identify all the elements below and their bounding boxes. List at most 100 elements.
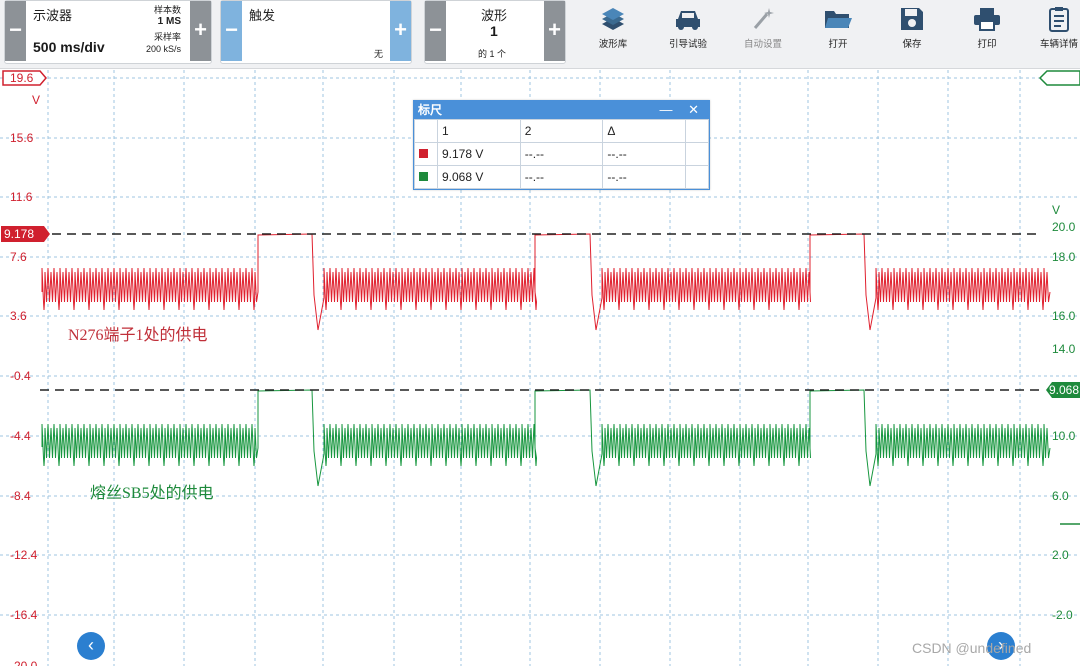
ruler-value-cell xyxy=(685,142,709,166)
ruler-value-cell: --.-- xyxy=(602,142,687,166)
guided-test-label: 引导试验 xyxy=(668,39,707,50)
folder-open-icon xyxy=(825,11,852,28)
sample-rate-value: 200 kS/s xyxy=(145,44,181,54)
ruler-value-cell: 9.178 V xyxy=(436,142,521,166)
ruler-header-row: 1 2 Δ xyxy=(414,119,709,143)
left-axis-tick-label: 15.6 xyxy=(10,131,34,145)
left-axis-tick-label: -16.4 xyxy=(10,608,38,622)
toolbar: − 示波器 500 ms/div 样本数 1 MS 采样率 200 kS/s +… xyxy=(0,0,1080,69)
right-axis-unit: V xyxy=(1052,203,1060,217)
right-axis-tick-label: 10.0 xyxy=(1052,429,1076,443)
left-axis-tick-label: -0.4 xyxy=(10,369,31,383)
channel-b-swatch xyxy=(419,172,428,181)
ruler-header-cell: 1 xyxy=(436,119,521,143)
magic-wand-icon xyxy=(753,8,774,29)
red-ruler-value: 9.178 xyxy=(4,227,34,241)
waveform-title: 波形 xyxy=(481,8,508,23)
waveform-library-button[interactable]: 波形库 xyxy=(578,2,648,64)
ruler-header-cell: Δ xyxy=(602,119,687,143)
printer-icon xyxy=(974,8,1000,31)
timebase-decrease-button[interactable]: − xyxy=(5,1,26,61)
left-top-marker-value: 19.6 xyxy=(10,71,34,85)
waveform-count: 的 1 个 xyxy=(478,49,507,59)
save-icon xyxy=(901,8,923,30)
red-ruler-tag[interactable]: 9.178 xyxy=(1,226,50,242)
ruler-panel[interactable]: 标尺 — ✕ 1 2 Δ 9.178 V --.-- --.-- 9.068 V… xyxy=(413,100,710,190)
channel-a-swatch xyxy=(419,149,428,158)
right-axis-tick-label: -2.0 xyxy=(1052,608,1073,622)
ruler-value-cell xyxy=(685,165,709,189)
previous-page-button[interactable]: ‹ xyxy=(77,632,105,660)
right-axis-tick-label: 16.0 xyxy=(1052,309,1076,323)
auto-setup-button[interactable]: 自动设置 xyxy=(728,2,798,64)
green-ruler-tag[interactable]: 9.068 xyxy=(1046,382,1080,398)
scope-display[interactable]: V 15.6 11.6 7.6 3.6 -0.4 -4.4 -8.4 -12.4 -16.4 -20… xyxy=(0,68,1080,666)
oscilloscope-title: 示波器 xyxy=(33,8,73,23)
trigger-title: 触发 xyxy=(249,8,276,23)
ruler-value-cell: --.-- xyxy=(602,165,687,189)
ruler-header-cell: 2 xyxy=(519,119,604,143)
vehicle-details-label: 车辆详情 xyxy=(1039,39,1078,50)
timebase-value[interactable]: 500 ms/div xyxy=(33,39,105,55)
print-button[interactable]: 打印 xyxy=(952,2,1022,64)
samples-value: 1 MS xyxy=(157,16,181,27)
right-axis-tick-label: 2.0 xyxy=(1052,548,1069,562)
open-label: 打开 xyxy=(828,39,848,50)
ruler-table: 1 2 Δ 9.178 V --.-- --.-- 9.068 V --.-- … xyxy=(414,119,709,189)
channel-a-trace xyxy=(41,233,1051,331)
save-button[interactable]: 保存 xyxy=(877,2,947,64)
left-axis-tick-label: -12.4 xyxy=(10,548,38,562)
left-axis-tick-label: -8.4 xyxy=(10,489,31,503)
right-axis: V 20.0 18.0 16.0 14.0 10.0 6.0 2.0 -2.0 xyxy=(1052,203,1076,622)
clipboard-icon xyxy=(1049,7,1069,32)
ruler-value-cell: --.-- xyxy=(519,142,604,166)
channel-b-trace xyxy=(41,389,1051,487)
trigger-control: − 触发 无 + xyxy=(220,0,412,64)
next-page-button[interactable]: › xyxy=(987,632,1015,660)
green-ruler-value: 9.068 xyxy=(1049,383,1079,397)
ruler-row[interactable]: 9.068 V --.-- --.-- xyxy=(414,165,709,189)
save-label: 保存 xyxy=(902,39,922,50)
ruler-color-cell xyxy=(414,165,438,189)
right-top-marker[interactable] xyxy=(1038,70,1080,86)
vehicle-details-button[interactable]: 车辆详情 xyxy=(1024,2,1080,64)
auto-setup-label: 自动设置 xyxy=(743,39,782,50)
sample-rate-label: 采样率 xyxy=(153,32,181,42)
left-axis-tick-label: 11.6 xyxy=(10,190,33,204)
print-label: 打印 xyxy=(977,39,997,50)
right-axis-tick-label: 18.0 xyxy=(1052,250,1076,264)
timebase-control: − 示波器 500 ms/div 样本数 1 MS 采样率 200 kS/s + xyxy=(4,0,212,64)
left-axis-tick-label: 7.6 xyxy=(10,250,27,264)
waveform-library-icon xyxy=(602,8,624,30)
grid xyxy=(0,70,1080,666)
left-axis-tick-label: -4.4 xyxy=(10,429,31,443)
right-axis-tick-label: 14.0 xyxy=(1052,342,1076,356)
trigger-value: 无 xyxy=(373,49,383,59)
ruler-panel-controls[interactable]: — ✕ xyxy=(659,102,705,117)
right-axis-tick-label: 20.0 xyxy=(1052,220,1076,234)
waveform-number: 1 xyxy=(490,23,498,39)
ruler-panel-header[interactable]: 标尺 — ✕ xyxy=(414,101,709,119)
waveform-increase-button[interactable]: + xyxy=(544,1,565,61)
open-button[interactable]: 打开 xyxy=(803,2,873,64)
car-icon xyxy=(676,11,700,30)
left-top-marker[interactable]: 19.6 xyxy=(2,70,47,86)
timebase-increase-button[interactable]: + xyxy=(190,1,211,61)
guided-test-button[interactable]: 引导试验 xyxy=(653,2,723,64)
waveform-control: − 波形 1 的 1 个 + xyxy=(424,0,566,64)
trigger-increase-button[interactable]: + xyxy=(390,1,411,61)
left-axis-tick-label: -20.0 xyxy=(10,659,38,666)
left-axis: V 15.6 11.6 7.6 3.6 -0.4 -4.4 -8.4 -12.4 -16.4 -20… xyxy=(10,93,40,666)
ruler-header-cell xyxy=(414,119,438,143)
right-axis-tick-label: 6.0 xyxy=(1052,489,1069,503)
waveform-decrease-button[interactable]: − xyxy=(425,1,446,61)
ruler-panel-title: 标尺 xyxy=(418,103,443,117)
watermark: CSDN @undefined xyxy=(912,640,1032,656)
channel-a-annotation: N276端子1处的供电 xyxy=(68,326,208,344)
ruler-header-cell xyxy=(685,119,709,143)
channel-b-annotation: 熔丝SB5处的供电 xyxy=(90,484,214,502)
samples-label: 样本数 xyxy=(153,5,181,15)
ruler-row[interactable]: 9.178 V --.-- --.-- xyxy=(414,142,709,166)
trigger-decrease-button[interactable]: − xyxy=(221,1,242,61)
left-axis-tick-label: 3.6 xyxy=(10,309,27,323)
